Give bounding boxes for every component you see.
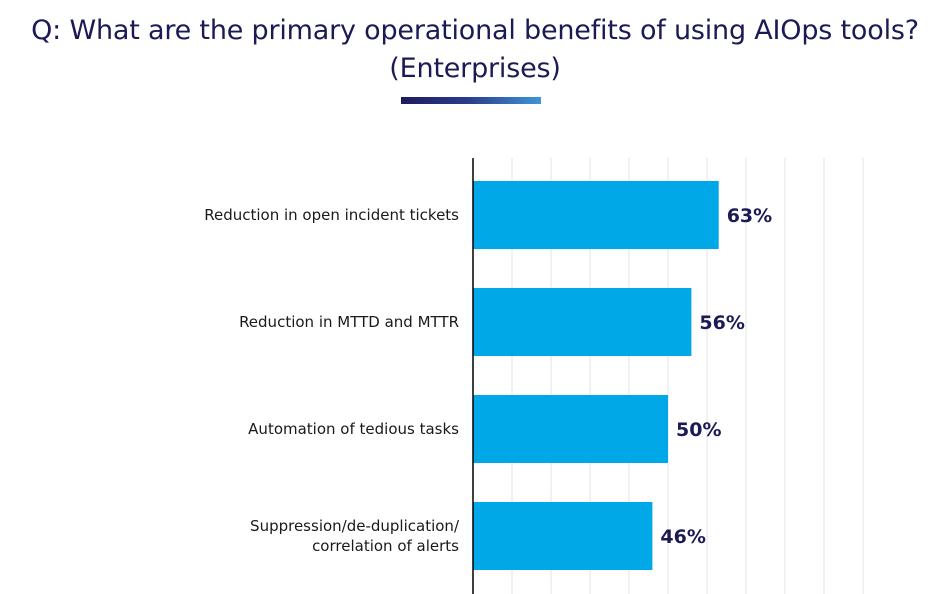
title-underline-accent (401, 97, 541, 104)
value-label-2: 56% (699, 312, 744, 334)
bars (473, 181, 719, 570)
value-label-3: 50% (676, 419, 721, 441)
category-label-2: Reduction in MTTD and MTTR (239, 313, 459, 331)
category-label-1: Reduction in open incident tickets (204, 206, 459, 224)
category-label-3: Automation of tedious tasks (248, 420, 459, 438)
category-label-4: Suppression/de-duplication/correlation o… (250, 517, 460, 555)
value-label-4: 46% (660, 526, 705, 548)
bar-1 (473, 181, 719, 249)
category-labels: Reduction in open incident tickets Reduct… (204, 206, 460, 555)
bar-3 (473, 395, 668, 463)
value-label-1: 63% (727, 205, 772, 227)
value-labels: 63% 56% 50% 46% (660, 205, 772, 548)
bar-4 (473, 502, 653, 570)
chart-title-line-1: Q: What are the primary operational bene… (31, 15, 919, 46)
bar-2 (473, 288, 692, 356)
chart-title: Q: What are the primary operational bene… (0, 12, 950, 88)
chart-title-line-2: (Enterprises) (389, 53, 561, 84)
